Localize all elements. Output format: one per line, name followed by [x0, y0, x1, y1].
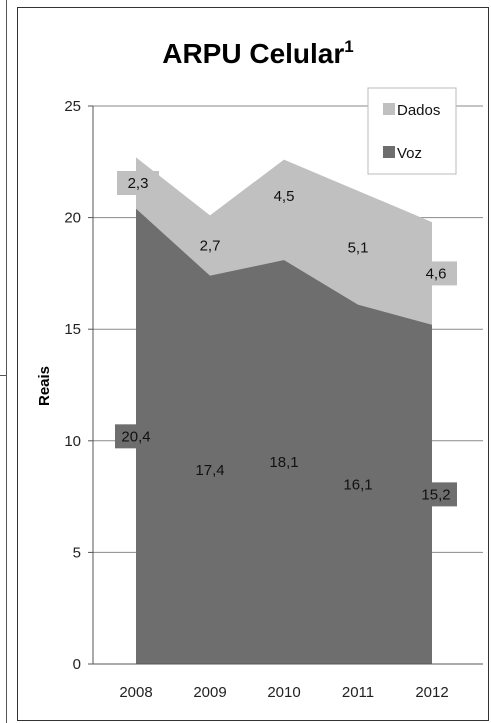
- x-tick-label: 2008: [119, 684, 152, 701]
- plot-areas: [136, 157, 432, 664]
- y-tick-label: 10: [64, 433, 81, 450]
- data-label: 5,1: [348, 240, 369, 257]
- legend-swatch: [383, 146, 395, 158]
- data-label: 20,4: [121, 428, 150, 445]
- legend-box: [367, 87, 457, 175]
- data-label: 2,3: [128, 175, 149, 192]
- y-tick-label: 5: [73, 544, 81, 561]
- chart-title-text: ARPU Celular: [162, 38, 344, 69]
- y-tick-label: 0: [73, 656, 81, 673]
- y-tick-label: 20: [64, 210, 81, 227]
- area-voz: [136, 208, 432, 664]
- data-label-box: [415, 261, 457, 286]
- data-label: 15,2: [421, 486, 450, 503]
- data-label: 16,1: [343, 476, 372, 493]
- data-label-box: [117, 171, 159, 196]
- legend-label: Voz: [397, 145, 422, 162]
- left-panel-tick: [0, 375, 6, 376]
- x-tick-label: 2010: [267, 684, 300, 701]
- left-panel-border: [0, 0, 7, 723]
- x-tick-label: 2009: [193, 684, 226, 701]
- data-label-box: [115, 424, 157, 449]
- data-label: 4,6: [426, 265, 447, 282]
- legend: Dados Voz: [367, 87, 457, 175]
- x-tick-label: 2012: [415, 684, 448, 701]
- legend-label: Dados: [397, 102, 440, 119]
- legend-swatch: [383, 103, 395, 115]
- axes: 0 5 10 15 20 25 2008 2009 2010 2011 2012: [64, 98, 483, 701]
- area-dados: [136, 157, 432, 325]
- y-axis-label: Reais: [36, 366, 53, 406]
- y-tick-label: 15: [64, 321, 81, 338]
- data-label: 17,4: [195, 462, 224, 479]
- x-tick-label: 2011: [342, 684, 374, 701]
- y-tick-label: 25: [64, 98, 81, 115]
- chart-title-superscript: 1: [344, 37, 353, 56]
- data-label: 18,1: [269, 454, 298, 471]
- data-label-box: [415, 482, 457, 507]
- chart-panel: ARPU Celular1 0 5 10 15 20 25 2008 2009 2010 2011…: [17, 7, 489, 721]
- area-chart: ARPU Celular1 0 5 10 15 20 25 2008 2009 2010 2011…: [36, 37, 483, 701]
- chart-title: ARPU Celular1: [162, 37, 354, 69]
- data-label: 2,7: [200, 238, 221, 255]
- data-labels: 2,3 2,7 4,5 5,1 4,6 20,4 17,4 18,1 16,1 15,2: [115, 171, 457, 507]
- data-label: 4,5: [274, 188, 295, 205]
